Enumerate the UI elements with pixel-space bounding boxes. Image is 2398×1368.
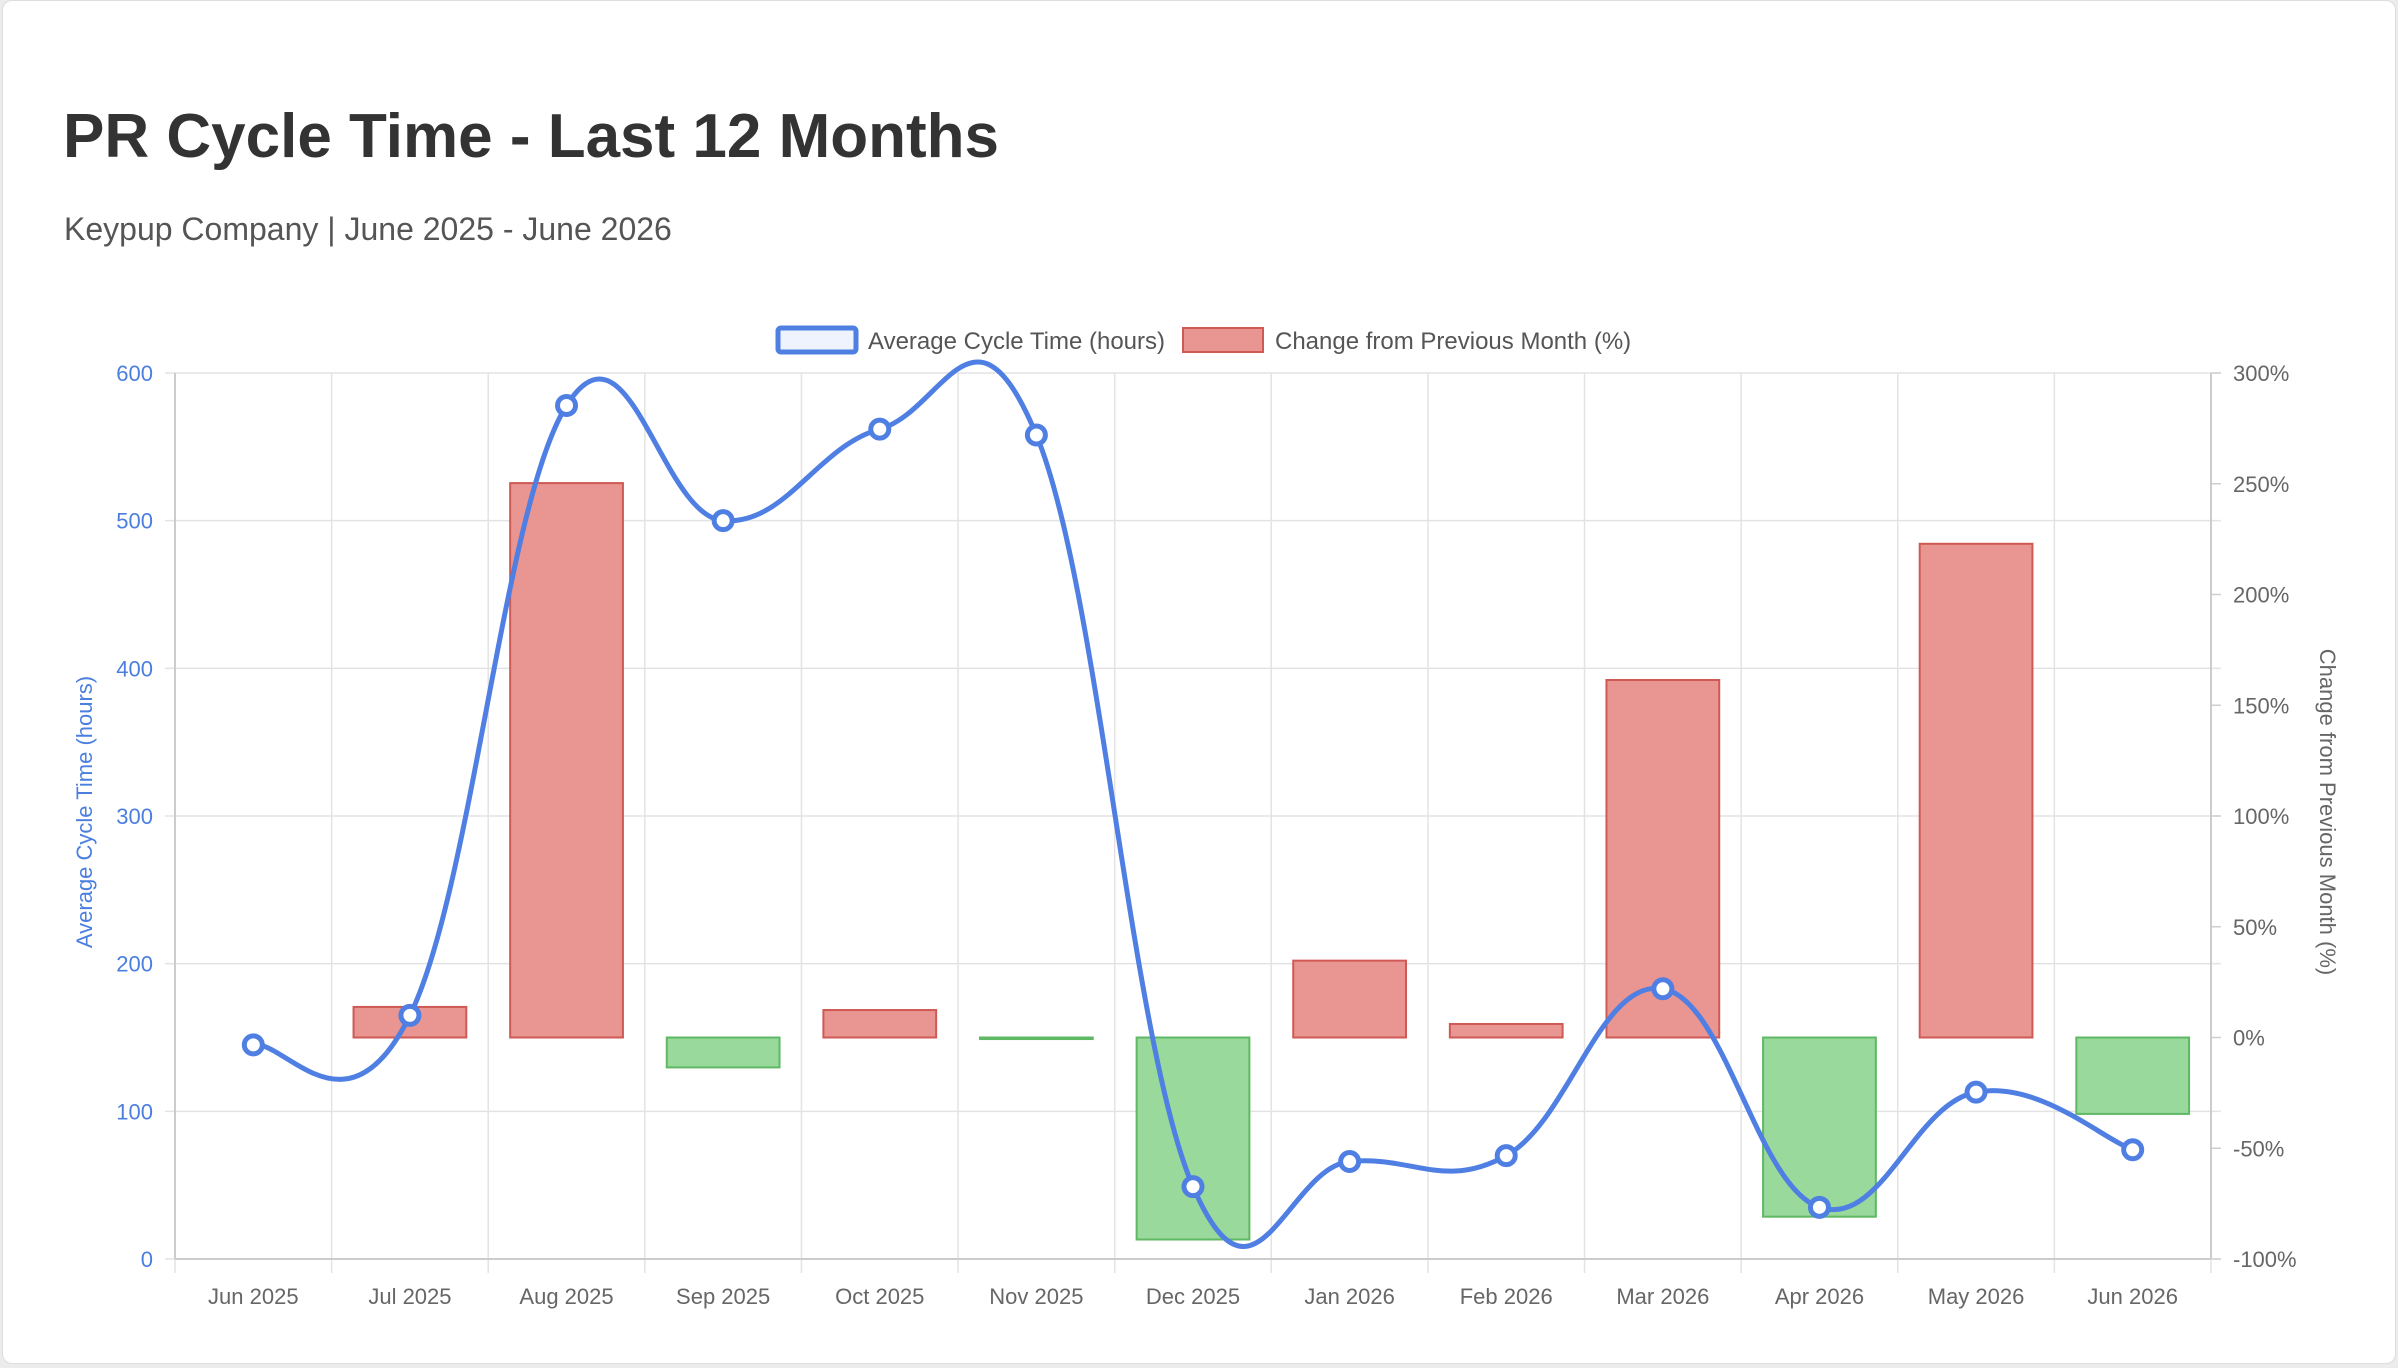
point-cycle-time-jan-2026[interactable] <box>1338 1150 1362 1174</box>
x-tick-label: Jun 2025 <box>208 1284 299 1309</box>
point-cycle-time-oct-2025[interactable] <box>868 417 892 441</box>
point-cycle-time-jun-2026[interactable] <box>2121 1138 2145 1162</box>
legend-line-swatch[interactable] <box>775 325 859 355</box>
point-cycle-time-aug-2025[interactable] <box>555 393 579 417</box>
legend-line-label[interactable]: Average Cycle Time (hours) <box>868 328 1165 355</box>
y-tick-right: -50% <box>2233 1136 2284 1161</box>
line-average-cycle-time <box>252 359 2134 1249</box>
y-tick-right: 300% <box>2233 361 2289 386</box>
x-tick-label: Apr 2026 <box>1775 1284 1864 1309</box>
bar-change-feb-2026[interactable] <box>1448 1022 1564 1039</box>
x-tick-label: Jun 2026 <box>2087 1284 2178 1309</box>
point-cycle-time-sep-2025[interactable] <box>711 509 735 533</box>
y-tick-right: 100% <box>2233 804 2289 829</box>
grid <box>165 372 2221 1273</box>
bar-change-apr-2026[interactable] <box>1762 1036 1877 1218</box>
x-tick-label: Aug 2025 <box>519 1284 613 1309</box>
y-tick-left: 100 <box>116 1099 153 1124</box>
x-tick-label: Sep 2025 <box>676 1284 770 1309</box>
point-cycle-time-apr-2026[interactable] <box>1807 1195 1831 1219</box>
x-tick-label: Feb 2026 <box>1460 1284 1553 1309</box>
point-cycle-time-may-2026[interactable] <box>1964 1080 1988 1104</box>
y-tick-right: 250% <box>2233 472 2289 497</box>
point-cycle-time-nov-2025[interactable] <box>1024 423 1048 447</box>
y-tick-right: 150% <box>2233 693 2289 718</box>
y-tick-right: 200% <box>2233 583 2289 608</box>
x-tick-label: Dec 2025 <box>1146 1284 1240 1309</box>
bar-change-oct-2025[interactable] <box>822 1009 938 1039</box>
bar-change-dec-2025[interactable] <box>1135 1036 1251 1241</box>
x-tick-label: Nov 2025 <box>989 1284 1083 1309</box>
bar-change-aug-2025[interactable] <box>509 482 624 1039</box>
x-tick-label: May 2026 <box>1928 1284 2025 1309</box>
y-axis-left-title: Average Cycle Time (hours) <box>72 676 97 948</box>
y-tick-right: 0% <box>2233 1026 2265 1051</box>
bar-change-jan-2026[interactable] <box>1292 959 1407 1039</box>
y-tick-left: 0 <box>141 1247 153 1272</box>
point-cycle-time-jun-2025[interactable] <box>241 1033 265 1057</box>
point-cycle-time-mar-2026[interactable] <box>1651 977 1675 1001</box>
y-tick-right: -100% <box>2233 1247 2297 1272</box>
bar-series <box>352 482 2191 1241</box>
bar-change-nov-2025[interactable] <box>979 1036 1094 1041</box>
x-tick-label: Oct 2025 <box>835 1284 924 1309</box>
y-axis-right-title: Change from Previous Month (%) <box>2315 649 2340 975</box>
y-tick-left: 600 <box>116 361 153 386</box>
bar-change-sep-2025[interactable] <box>665 1036 781 1069</box>
y-tick-left: 500 <box>116 509 153 534</box>
y-tick-left: 400 <box>116 656 153 681</box>
point-cycle-time-dec-2025[interactable] <box>1181 1175 1205 1199</box>
line-series <box>241 359 2145 1249</box>
y-tick-left: 200 <box>116 952 153 977</box>
x-tick-label: Jan 2026 <box>1304 1284 1395 1309</box>
y-tick-left: 300 <box>116 804 153 829</box>
legend[interactable]: Average Cycle Time (hours) Change from P… <box>775 325 1631 355</box>
page-title: PR Cycle Time - Last 12 Months <box>63 102 999 171</box>
legend-bar-label[interactable]: Change from Previous Month (%) <box>1275 328 1631 355</box>
axes: 0 100 200 300 400 500 600 -100% -50% 0% 50% 100% 150… <box>116 361 2296 1309</box>
legend-bar-swatch[interactable] <box>1182 327 1264 353</box>
page-subtitle: Keypup Company | June 2025 - June 2026 <box>64 211 672 247</box>
point-cycle-time-jul-2025[interactable] <box>398 1003 422 1027</box>
bar-change-may-2026[interactable] <box>1918 542 2034 1039</box>
x-tick-label: Mar 2026 <box>1616 1284 1709 1309</box>
bar-change-jun-2026[interactable] <box>2075 1036 2191 1115</box>
y-tick-right: 50% <box>2233 915 2277 940</box>
x-tick-label: Jul 2025 <box>368 1284 451 1309</box>
point-cycle-time-feb-2026[interactable] <box>1494 1144 1518 1168</box>
